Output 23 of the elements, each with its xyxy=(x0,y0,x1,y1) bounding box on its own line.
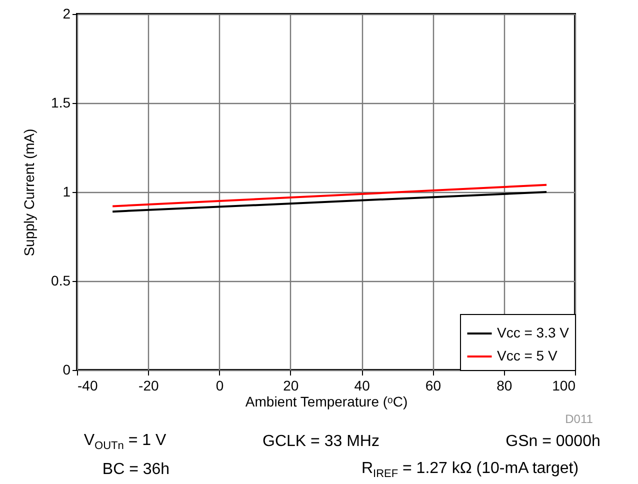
y-tick-label: 2 xyxy=(62,6,71,22)
x-tick-label: -40 xyxy=(78,378,98,394)
text: R$_{IREF}$ = 1.27 kΩ (10-mA target) xyxy=(361,460,579,480)
text: GCLK = 33 MHz xyxy=(262,433,380,451)
y-tick-label: 1 xyxy=(62,184,71,200)
text: BC = 36h xyxy=(102,461,170,479)
legend-label: Vcc = 5 V xyxy=(497,348,558,364)
legend-label: Vcc = 3.3 V xyxy=(497,324,570,340)
x-tick-label: 20 xyxy=(283,378,299,394)
x-tick-label: 0 xyxy=(216,378,224,394)
x-tick-label: 40 xyxy=(354,378,370,394)
y-tick-label: 0 xyxy=(62,362,71,378)
x-tick-label: 100 xyxy=(552,378,576,394)
text: V$_{OUTn}$ = 1 V xyxy=(84,432,166,452)
x-tick-label: 80 xyxy=(496,378,512,394)
text: GSn = 0000h xyxy=(506,433,600,451)
y-tick-label: 0.5 xyxy=(51,272,71,288)
text: D011 xyxy=(565,412,593,426)
y-tick-label: 1.5 xyxy=(51,94,71,110)
y-axis-title: Supply Current (mA) xyxy=(21,128,38,256)
x-axis-title: Ambient Temperature (ᵒC) xyxy=(245,394,408,410)
x-tick-label: -20 xyxy=(138,378,159,394)
x-tick-label: 60 xyxy=(425,378,442,394)
